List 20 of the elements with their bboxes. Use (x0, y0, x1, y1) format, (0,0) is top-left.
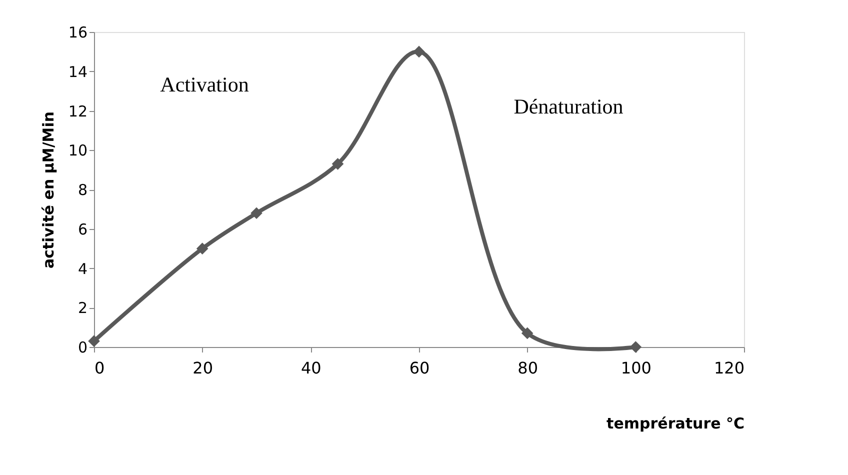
y-tick-label: 2 (78, 299, 88, 318)
y-tick-label: 8 (78, 181, 88, 199)
y-tick-label: 12 (68, 102, 88, 120)
x-tick-label: 0 (94, 358, 105, 378)
y-tick-label: 0 (78, 338, 88, 356)
y-tick-label: 14 (68, 62, 88, 81)
y-tick-label: 16 (68, 24, 88, 42)
x-tick-label: 60 (409, 358, 430, 378)
x-tick-label: 80 (518, 358, 538, 378)
x-tick-label: 40 (300, 358, 322, 378)
y-tick-label: 6 (78, 220, 88, 238)
x-tick-label: 100 (620, 358, 652, 378)
x-tick-label: 20 (192, 358, 214, 378)
annotation: Activation (160, 72, 250, 97)
x-axis-title: temprérature °C (606, 414, 744, 432)
x-tick-label: 120 (714, 358, 744, 378)
y-axis-title: activité en µM/Min (39, 111, 58, 269)
y-tick-label: 4 (78, 260, 88, 278)
annotation: Dénaturation (514, 94, 624, 119)
y-tick-label: 10 (68, 142, 88, 160)
